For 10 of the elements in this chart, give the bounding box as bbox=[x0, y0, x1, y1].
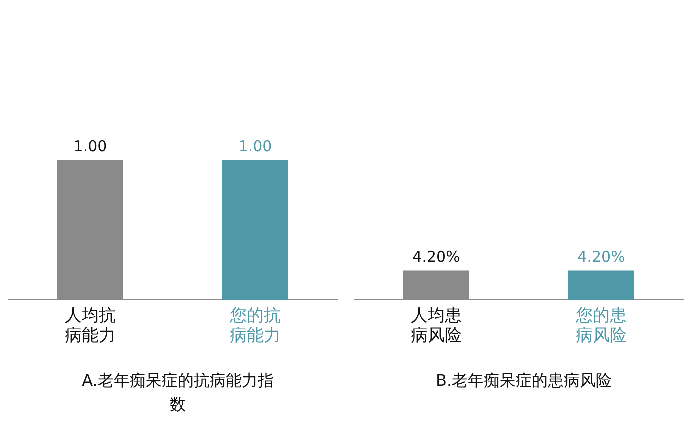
data-label: 4.20% bbox=[412, 248, 460, 266]
x-tick-label: 您的抗病能力 bbox=[229, 306, 281, 346]
data-label: 1.00 bbox=[238, 137, 272, 156]
x-tick-label: 人均抗病能力 bbox=[65, 306, 116, 346]
data-label: 4.20% bbox=[578, 248, 626, 266]
text: B.老年痴呆症的患病风险 bbox=[436, 370, 612, 392]
x-tick-label: 人均患病风险 bbox=[411, 306, 462, 346]
x-tick-label: 您的患病风险 bbox=[575, 306, 627, 346]
data-label: 1.00 bbox=[74, 137, 108, 156]
text: A.老年痴呆症的抗病能力指数 bbox=[81, 370, 275, 416]
